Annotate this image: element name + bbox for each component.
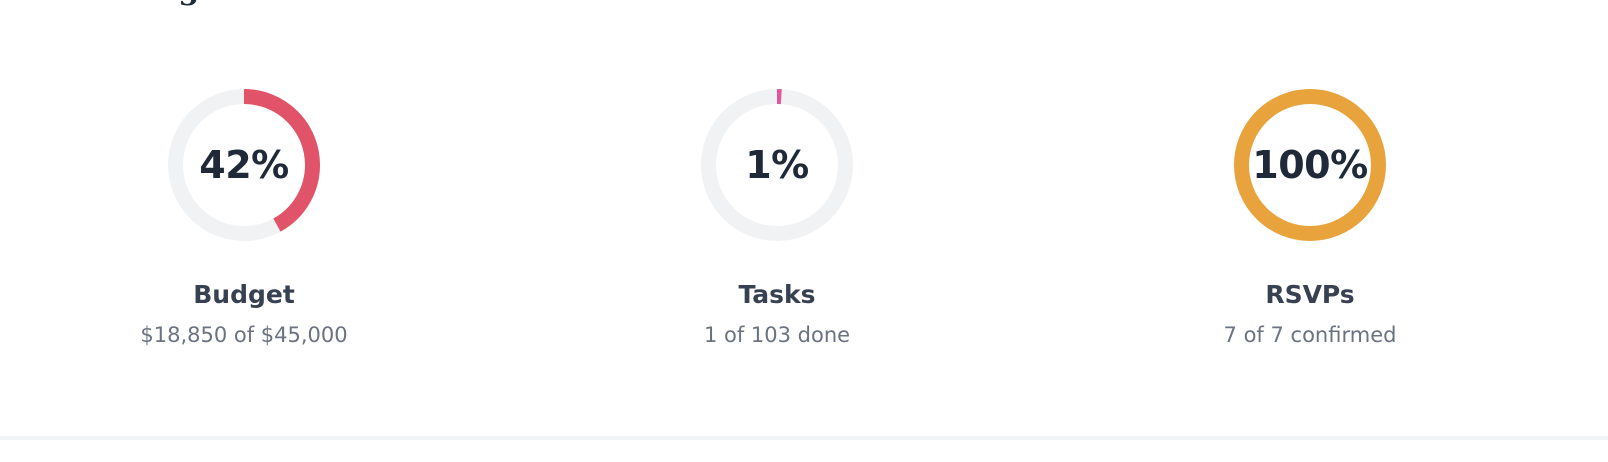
rsvps-ring-fill xyxy=(1234,89,1386,241)
next-section-edge xyxy=(0,440,1608,462)
budget-title: Budget xyxy=(193,280,295,309)
budget-ring-svg xyxy=(168,89,320,241)
budget-ring-fill xyxy=(168,89,320,241)
stat-tasks: 1% Tasks 1 of 103 done xyxy=(597,86,957,347)
stat-budget: 42% Budget $18,850 of $45,000 xyxy=(64,86,424,347)
rsvps-progress-ring: 100% xyxy=(1231,86,1389,244)
tasks-progress-ring: 1% xyxy=(698,86,856,244)
budget-progress-ring: 42% xyxy=(165,86,323,244)
budget-subtitle: $18,850 of $45,000 xyxy=(140,323,348,347)
budget-percent: 42% xyxy=(199,143,289,187)
tasks-ring-svg xyxy=(701,89,853,241)
section-heading: Progress Overview xyxy=(120,0,431,7)
tasks-subtitle: 1 of 103 done xyxy=(703,323,851,347)
stats-row: 42% Budget $18,850 of $45,000 1% Tasks 1… xyxy=(64,86,1490,347)
rsvps-subtitle: 7 of 7 confirmed xyxy=(1223,323,1397,347)
tasks-ring-fill xyxy=(701,89,853,241)
section-divider xyxy=(0,436,1608,440)
tasks-percent: 1% xyxy=(745,143,809,187)
rsvps-percent: 100% xyxy=(1252,143,1368,187)
stat-rsvps: 100% RSVPs 7 of 7 confirmed xyxy=(1130,86,1490,347)
rsvps-ring-svg xyxy=(1234,89,1386,241)
tasks-title: Tasks xyxy=(738,280,816,309)
rsvps-title: RSVPs xyxy=(1265,280,1355,309)
